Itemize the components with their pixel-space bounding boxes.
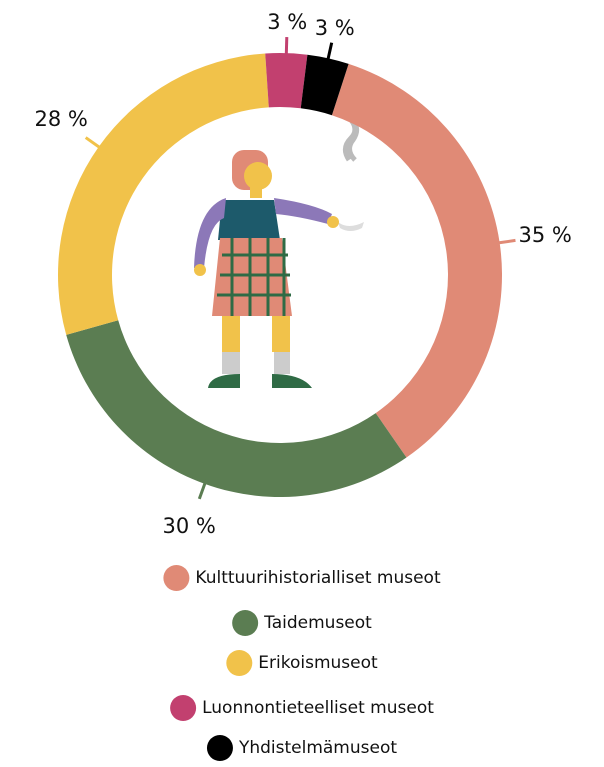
- legend-swatch: [170, 695, 196, 721]
- legend-label: Yhdistelmämuseot: [238, 738, 397, 758]
- label-tick: [86, 138, 102, 150]
- illustration: [194, 120, 364, 388]
- legend-swatch: [163, 565, 189, 591]
- legend-swatch: [207, 735, 233, 761]
- chart: Kulttuurihistorialliset museot Taidemuseo…: [0, 0, 604, 763]
- donut-segment: [265, 53, 307, 108]
- legend-swatch: [226, 650, 252, 676]
- value-label: 30 %: [162, 514, 215, 538]
- legend: Kulttuurihistorialliset museot Taidemuseo…: [163, 565, 441, 761]
- legend-label: Luonnontieteelliset museot: [202, 698, 434, 718]
- legend-swatch: [232, 610, 258, 636]
- value-label: 28 %: [35, 107, 88, 131]
- value-label: 3 %: [267, 10, 307, 34]
- donut-segment: [332, 64, 502, 458]
- legend-label: Taidemuseot: [263, 613, 372, 633]
- value-label: 3 %: [315, 16, 355, 40]
- legend-label: Kulttuurihistorialliset museot: [195, 568, 441, 588]
- legend-label: Erikoismuseot: [258, 653, 378, 673]
- label-tick: [286, 37, 287, 57]
- value-label: 35 %: [518, 223, 571, 247]
